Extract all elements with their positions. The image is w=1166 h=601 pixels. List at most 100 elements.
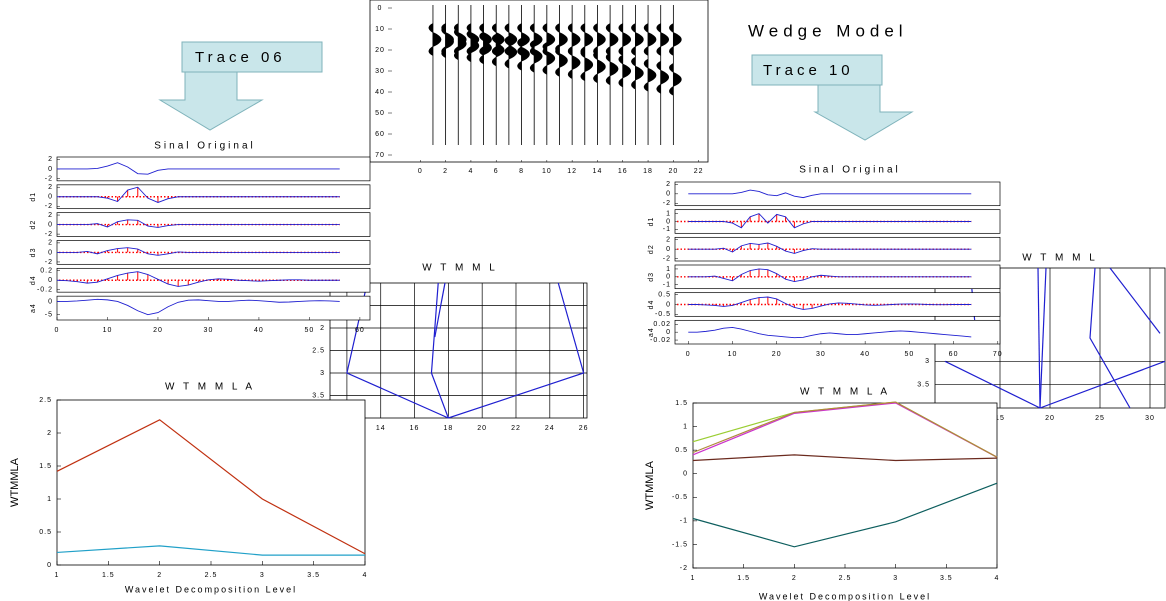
panel-frame xyxy=(674,319,1001,345)
y-tick-label: 2.5 xyxy=(39,397,52,404)
seismic-frame xyxy=(369,0,709,163)
x-tick-label: 50 xyxy=(305,327,315,334)
y-axis-label: WTMMLA xyxy=(644,460,656,510)
series-line xyxy=(692,401,998,458)
x-tick-label: 2 xyxy=(792,575,797,582)
callout-arrow xyxy=(158,71,264,131)
signal-line xyxy=(57,219,340,228)
wiggle-lobe xyxy=(555,44,568,77)
signal-line xyxy=(57,162,340,175)
plot-frame xyxy=(56,399,366,566)
wiggle-lobe xyxy=(504,35,518,69)
x-tick-label: 26 xyxy=(579,425,589,432)
y-tick-label: -2 xyxy=(45,259,53,266)
y-tick-label: -2 xyxy=(45,231,53,238)
y-tick-label: 3 xyxy=(925,358,930,365)
y-tick-label: -2 xyxy=(663,200,671,207)
x-tick-label: 6 xyxy=(494,168,499,175)
x-tick-label: 1.5 xyxy=(737,575,750,582)
signal-line xyxy=(57,186,340,203)
x-tick-label: 20 xyxy=(153,327,163,334)
y-tick-label: 0.02 xyxy=(653,321,671,328)
x-tick-label: 1 xyxy=(55,572,60,579)
y-tick-label: 0 xyxy=(48,298,53,305)
y-tick-label: 0.2 xyxy=(40,268,53,275)
y-tick-label: 0 xyxy=(47,562,52,569)
x-tick-label: 10 xyxy=(728,351,738,358)
x-tick-label: 25 xyxy=(1095,415,1105,422)
series-line xyxy=(430,282,449,419)
x-tick-label: 40 xyxy=(860,351,870,358)
x-tick-label: 3.5 xyxy=(940,575,953,582)
x-tick-label: 1 xyxy=(691,575,696,582)
y-tick-label: 70 xyxy=(375,152,385,159)
wiggle-lobe xyxy=(656,23,670,56)
x-tick-label: 18 xyxy=(443,425,453,432)
signal-line xyxy=(688,268,972,283)
y-tick-label: 2.5 xyxy=(312,347,325,354)
wiggle-lobe xyxy=(631,23,644,56)
signal-line xyxy=(56,271,340,287)
wiggle-lobe xyxy=(428,23,442,56)
x-tick-label: 14 xyxy=(376,425,386,432)
x-tick-label: 20 xyxy=(477,425,487,432)
y-tick-label: 0.5 xyxy=(675,447,688,454)
x-tick-label: 4 xyxy=(468,168,473,175)
series-line xyxy=(1109,267,1161,334)
series-line xyxy=(56,545,365,556)
x-axis-label: Wavelet Decomposition Level xyxy=(759,591,931,601)
y-tick-label: 0.5 xyxy=(658,291,671,298)
x-tick-label: 0 xyxy=(686,351,691,358)
x-axis-label: Wavelet Decomposition Level xyxy=(125,584,297,594)
y-tick-label: 40 xyxy=(375,89,385,96)
x-tick-label: 20 xyxy=(772,351,782,358)
x-tick-label: 1.5 xyxy=(102,572,115,579)
y-tick-label: 20 xyxy=(375,47,385,54)
y-tick-label: -0.02 xyxy=(650,337,671,344)
signal-line xyxy=(688,189,972,199)
x-tick-label: 30 xyxy=(204,327,214,334)
y-tick-label: 0 xyxy=(666,329,671,336)
y-tick-label: 2 xyxy=(48,240,53,247)
x-tick-label: 16 xyxy=(410,425,420,432)
series-line xyxy=(1037,267,1041,409)
x-tick-label: 3 xyxy=(260,572,265,579)
y-tick-label: -1 xyxy=(663,282,671,289)
y-tick-label: 0.5 xyxy=(39,529,52,536)
y-tick-label: 2 xyxy=(320,325,325,332)
y-tick-label: -1 xyxy=(663,226,671,233)
wiggle-lobe xyxy=(580,48,594,81)
x-tick-label: 30 xyxy=(816,351,826,358)
wiggle-lobe xyxy=(441,25,454,58)
wiggle-lobe xyxy=(656,61,670,94)
signal-line xyxy=(688,326,972,339)
x-tick-label: 2.5 xyxy=(839,575,852,582)
chart-title: W T M M L A xyxy=(800,387,890,398)
x-tick-label: 60 xyxy=(949,351,959,358)
x-tick-label: 8 xyxy=(519,168,524,175)
wiggle-lobe xyxy=(517,37,530,71)
x-tick-label: 0 xyxy=(55,327,60,334)
wiggle-lobe xyxy=(517,23,530,56)
x-tick-label: 40 xyxy=(254,327,264,334)
y-tick-label: 0 xyxy=(48,221,53,228)
series-line xyxy=(1039,267,1047,409)
x-tick-label: 20 xyxy=(668,168,678,175)
chart-title: W T M M L xyxy=(422,263,498,274)
x-tick-label: 0 xyxy=(418,168,423,175)
wiggle-lobe xyxy=(479,31,492,65)
wiggle-lobe xyxy=(593,50,606,84)
plot-frame xyxy=(692,402,998,569)
x-tick-label: 22 xyxy=(511,425,521,432)
callout-text: Trace 06 xyxy=(195,49,286,66)
panel-label: d1 xyxy=(30,192,37,202)
x-tick-label: 60 xyxy=(355,327,365,334)
y-tick-label: 0 xyxy=(666,191,671,198)
y-tick-label: -0.5 xyxy=(672,494,688,501)
wiggle-lobe xyxy=(491,33,505,67)
panel-label: d2 xyxy=(648,244,655,254)
panel-label: d4 xyxy=(30,275,37,285)
y-tick-label: 2 xyxy=(48,156,53,163)
wiggle-lobe xyxy=(504,23,518,56)
